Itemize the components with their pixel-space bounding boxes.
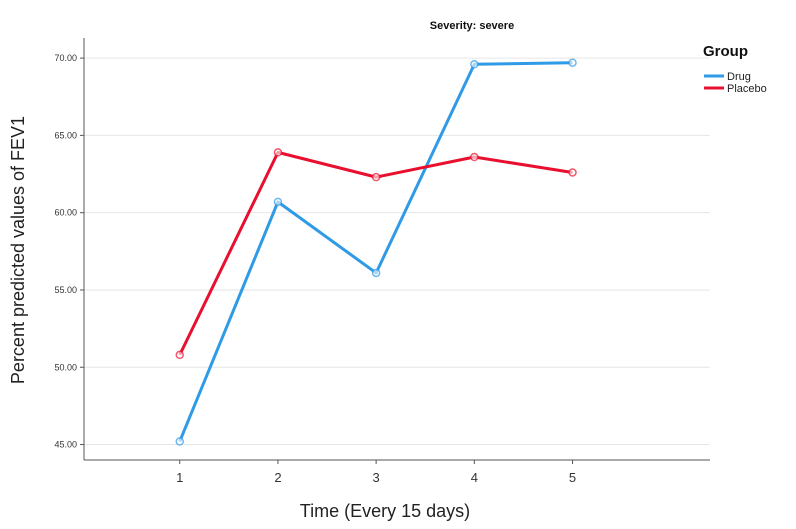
x-tick-label: 5 [569, 470, 576, 485]
series-group [175, 58, 577, 446]
axes [83, 38, 710, 461]
chart-title: Severity: severe [430, 20, 514, 32]
y-tick-label: 60.00 [54, 208, 77, 218]
legend-title: Group [703, 43, 748, 60]
grid-lines [84, 57, 710, 446]
series-line-drug [178, 61, 573, 443]
y-tick-label: 65.00 [54, 130, 77, 140]
data-point-drug [371, 268, 381, 278]
y-axis-title: Percent predicted values of FEV1 [8, 116, 28, 384]
x-tick-label: 2 [274, 470, 281, 485]
data-point-drug [568, 58, 577, 67]
series-line-placebo [178, 150, 573, 356]
legend-label-drug: Drug [727, 71, 751, 83]
data-point-drug [273, 197, 283, 207]
data-point-drug [470, 60, 479, 69]
y-tick-label: 45.00 [54, 440, 77, 450]
x-axis-ticks: 1 2 3 4 5 [176, 460, 576, 485]
y-tick-label: 55.00 [54, 285, 77, 295]
x-tick-label: 1 [176, 470, 183, 485]
legend-label-placebo: Placebo [727, 83, 767, 95]
data-point-placebo [568, 168, 577, 177]
data-point-drug [175, 437, 184, 446]
y-axis-ticks: 45.00 50.00 55.00 60.00 65.00 70.00 [54, 53, 84, 450]
data-point-placebo [371, 172, 381, 182]
y-tick-label: 70.00 [54, 53, 77, 63]
x-tick-label: 4 [471, 470, 478, 485]
data-point-placebo [175, 350, 184, 360]
y-tick-label: 50.00 [54, 362, 77, 372]
x-axis-title: Time (Every 15 days) [300, 501, 470, 521]
data-point-placebo [273, 148, 283, 157]
data-point-placebo [470, 152, 479, 162]
x-tick-label: 3 [373, 470, 380, 485]
